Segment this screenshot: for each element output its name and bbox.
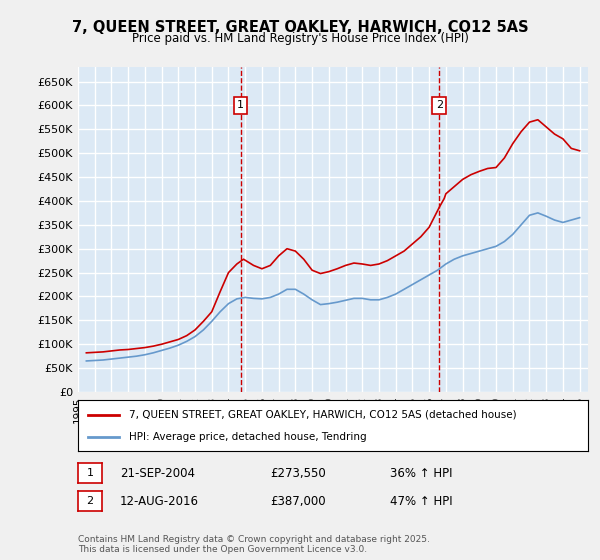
Text: 36% ↑ HPI: 36% ↑ HPI — [390, 466, 452, 480]
Text: Price paid vs. HM Land Registry's House Price Index (HPI): Price paid vs. HM Land Registry's House … — [131, 32, 469, 45]
Text: £273,550: £273,550 — [270, 466, 326, 480]
Text: HPI: Average price, detached house, Tendring: HPI: Average price, detached house, Tend… — [129, 432, 367, 442]
Text: 7, QUEEN STREET, GREAT OAKLEY, HARWICH, CO12 5AS: 7, QUEEN STREET, GREAT OAKLEY, HARWICH, … — [71, 20, 529, 35]
Text: 12-AUG-2016: 12-AUG-2016 — [120, 494, 199, 508]
Text: 47% ↑ HPI: 47% ↑ HPI — [390, 494, 452, 508]
Text: 21-SEP-2004: 21-SEP-2004 — [120, 466, 195, 480]
Text: 2: 2 — [436, 100, 443, 110]
Text: £387,000: £387,000 — [270, 494, 326, 508]
Text: 2: 2 — [86, 496, 94, 506]
Text: 1: 1 — [86, 468, 94, 478]
Text: 1: 1 — [237, 100, 244, 110]
Text: 7, QUEEN STREET, GREAT OAKLEY, HARWICH, CO12 5AS (detached house): 7, QUEEN STREET, GREAT OAKLEY, HARWICH, … — [129, 409, 517, 419]
Text: Contains HM Land Registry data © Crown copyright and database right 2025.
This d: Contains HM Land Registry data © Crown c… — [78, 535, 430, 554]
